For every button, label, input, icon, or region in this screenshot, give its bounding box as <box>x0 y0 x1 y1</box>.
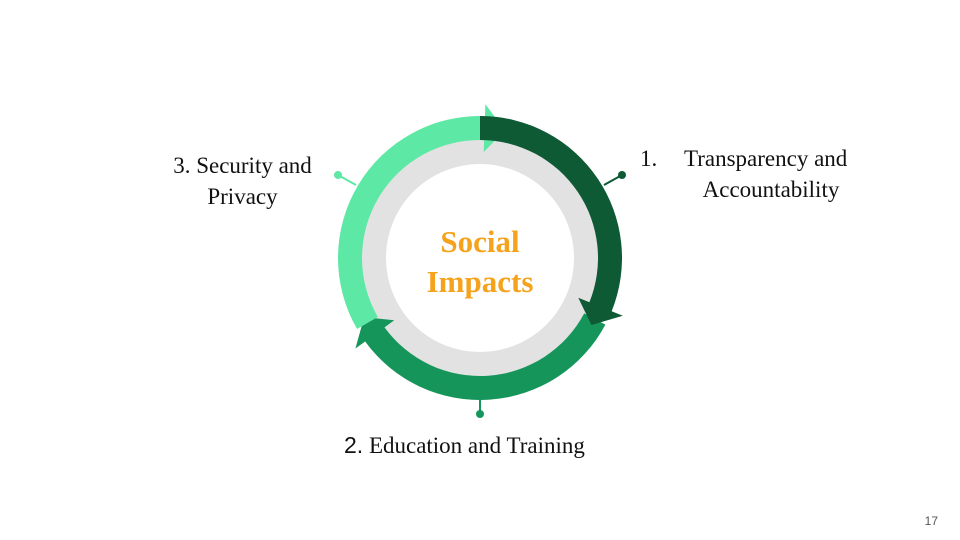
arrow-segment-1 <box>480 116 623 325</box>
center-title-line2: Impacts <box>426 264 534 299</box>
arrow-segment-2 <box>355 313 606 400</box>
item-label-2: 2. Education and Training <box>344 430 585 461</box>
center-title: Social Impacts <box>380 222 580 302</box>
arrow-segment-3 <box>338 104 505 329</box>
item-label-1: 1. Transparency and Accountability <box>640 143 880 205</box>
item-number-3: 3. <box>173 153 191 178</box>
item-number-1: 1. <box>640 146 658 171</box>
item-label-3: 3. Security and Privacy <box>150 150 335 212</box>
item-text-1-line1: Transparency and <box>684 146 848 171</box>
item-text-1-line2: Accountability <box>702 177 840 202</box>
item-text-2-line1: Education and Training <box>368 433 585 458</box>
connector-1 <box>603 171 626 186</box>
inner-ring <box>360 138 600 378</box>
page-number: 17 <box>924 514 938 528</box>
connector-3 <box>334 171 357 186</box>
item-number-2: 2. <box>344 432 364 458</box>
center-title-line1: Social <box>440 224 520 259</box>
item-text-3-line2: Privacy <box>207 184 278 209</box>
item-text-3-line1: Security and <box>196 153 312 178</box>
